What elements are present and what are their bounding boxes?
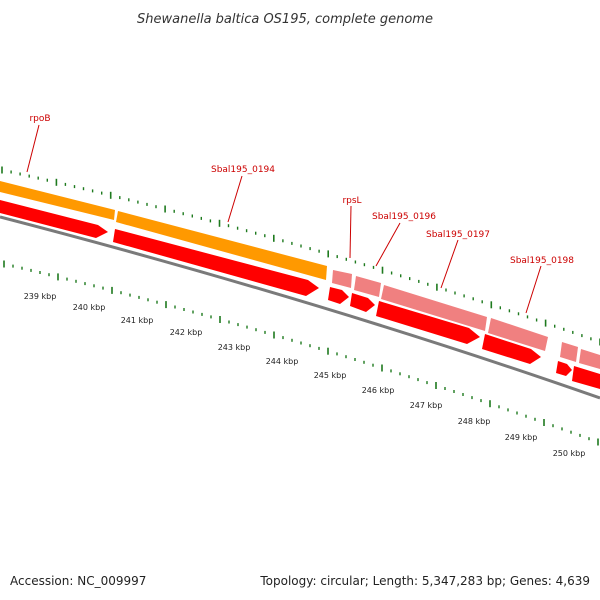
gene-feature-sbal195-0198-pink[interactable] (488, 318, 548, 351)
connector-rpsl (349, 205, 352, 259)
gene-feature-red-arrow-1[interactable] (0, 200, 108, 238)
connector-rpob (26, 124, 40, 173)
gene-feature-red-arrow-7[interactable] (556, 361, 572, 376)
kbp-label: 249 kbp (505, 433, 538, 442)
connector-sbal195-0196 (375, 222, 401, 267)
map-title: Shewanella baltica OS195, complete genom… (137, 12, 433, 27)
gene-label-sbal195-0196[interactable]: Sbal195_0196 (372, 212, 436, 222)
kbp-label: 244 kbp (266, 357, 299, 366)
gene-feature-red-arrow-2[interactable] (113, 229, 319, 296)
kbp-label: 247 kbp (410, 401, 443, 410)
gene-feature-sbal195-0196-pink[interactable] (354, 276, 381, 297)
gene-label-sbal195-0194[interactable]: Sbal195_0194 (211, 165, 275, 175)
gene-label-sbal195-0198[interactable]: Sbal195_0198 (510, 256, 574, 266)
gene-feature-red-arrow-4[interactable] (350, 293, 375, 312)
gene-feature-red-arrow-6[interactable] (482, 334, 541, 364)
kbp-label: 239 kbp (24, 292, 57, 301)
genome-backbone (0, 215, 600, 400)
kbp-scale-labels: 239 kbp 240 kbp 241 kbp 242 kbp 243 kbp … (24, 292, 586, 458)
inner-tick-ring (3, 260, 599, 446)
feature-tracks (0, 181, 600, 389)
connector-sbal195-0197 (440, 239, 459, 289)
kbp-label: 250 kbp (553, 449, 586, 458)
gene-label-sbal195-0197[interactable]: Sbal195_0197 (426, 230, 490, 240)
gene-labels: rpoB Sbal195_0194 rpsL Sbal195_0196 Sbal… (29, 114, 574, 266)
kbp-label: 242 kbp (170, 328, 203, 337)
gene-feature-rpsl-pink[interactable] (332, 270, 352, 288)
gene-feature-next-pink-1[interactable] (560, 342, 578, 362)
accession-text: Accession: NC_009997 (10, 574, 146, 588)
gene-feature-next-pink-2[interactable] (579, 349, 600, 369)
kbp-label: 243 kbp (218, 343, 251, 352)
gene-feature-rpob-orange[interactable] (0, 181, 115, 220)
gene-feature-red-arrow-8[interactable] (572, 366, 600, 389)
gene-feature-sbal195-0197-pink[interactable] (381, 285, 487, 331)
kbp-label: 248 kbp (458, 417, 491, 426)
outer-tick-ring (1, 166, 600, 346)
connector-sbal195-0194 (227, 175, 243, 223)
gene-feature-red-arrow-5[interactable] (376, 301, 480, 344)
gene-label-rpob[interactable]: rpoB (29, 114, 50, 124)
gene-label-rpsl[interactable]: rpsL (342, 196, 361, 206)
gene-feature-red-arrow-3[interactable] (328, 287, 349, 304)
connector-sbal195-0198 (525, 265, 542, 314)
kbp-label: 240 kbp (73, 303, 106, 312)
kbp-label: 241 kbp (121, 316, 154, 325)
gene-feature-sbal195-0194-orange[interactable] (116, 211, 327, 280)
kbp-label: 245 kbp (314, 371, 347, 380)
kbp-label: 246 kbp (362, 386, 395, 395)
gene-label-connectors (26, 124, 542, 314)
genome-summary-text: Topology: circular; Length: 5,347,283 bp… (259, 574, 590, 588)
